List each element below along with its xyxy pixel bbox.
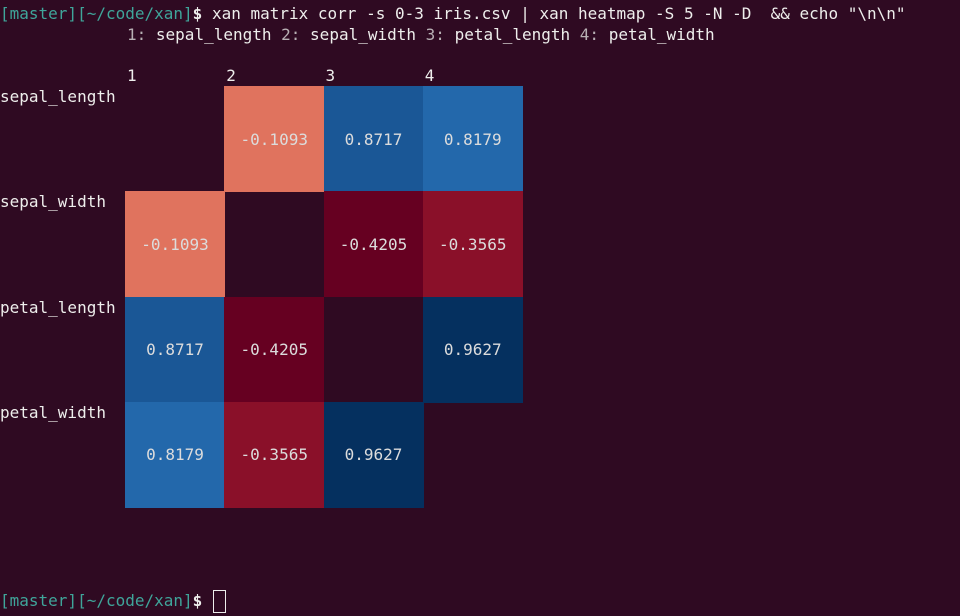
heatmap-cell: 0.8717 [125,296,225,403]
legend: 1: sepal_length 2: sepal_width 3: petal_… [127,24,715,45]
branch: [master] [0,4,78,23]
cell-value: 0.9627 [443,340,502,359]
cell-value: -0.1093 [240,129,308,149]
legend-key: 4: [579,25,600,44]
cell-value: 0.9627 [344,445,403,465]
prompt-line: [master][~/code/xan]$ [0,590,212,611]
cell-value: -0.4205 [339,234,408,254]
path: [~/code/xan] [77,591,193,610]
cell-value: -0.3565 [240,445,308,465]
path: [~/code/xan] [77,4,193,23]
legend-label: petal_width [608,25,715,44]
cell-value: 0.8179 [146,445,204,465]
column-label: 2 [226,66,236,85]
legend-label: sepal_width [310,25,417,44]
row-label: sepal_length [0,87,116,106]
prompt-symbol: $ [192,4,203,23]
cell-value: -0.4205 [240,340,308,359]
row-label: petal_width [0,402,106,422]
heatmap-cell: -0.4205 [323,191,424,298]
cell-value: 0.8717 [146,340,204,359]
cell-value: 0.8179 [443,129,502,149]
cursor [213,590,226,613]
prompt-symbol: $ [192,591,203,610]
legend-key: 2: [281,25,301,44]
heatmap-cell: -0.3565 [224,401,325,508]
column-label: 3 [325,66,336,85]
legend-label: sepal_length [155,25,272,44]
legend-key: 3: [425,25,445,44]
heatmap-cell: -0.4205 [224,296,325,403]
heatmap-cell: 0.8717 [323,86,424,192]
cell-value: -0.3565 [439,234,507,254]
command: xan matrix corr -s 0-3 iris.csv | xan he… [211,4,906,23]
cell-value: -0.1093 [141,234,209,254]
branch: [master] [0,591,78,610]
prompt-line: [master][~/code/xan]$ xan matrix corr -s… [0,3,906,24]
heatmap-cell: 0.8179 [422,86,523,192]
legend-label: petal_length [454,25,571,44]
legend-key: 1: [127,25,147,44]
row-label: sepal_width [0,192,106,212]
column-label: 4 [424,66,435,85]
heatmap-cell: 0.9627 [323,401,424,508]
column-label: 1 [127,66,137,85]
heatmap-cell: -0.1093 [224,86,325,192]
heatmap-cell: -0.1093 [125,191,225,298]
heatmap-cell: -0.3565 [422,191,523,298]
heatmap-cell: 0.9627 [422,296,523,403]
heatmap-cell: 0.8179 [125,401,225,508]
row-label: petal_length [0,297,116,317]
cell-value: 0.8717 [344,129,403,149]
